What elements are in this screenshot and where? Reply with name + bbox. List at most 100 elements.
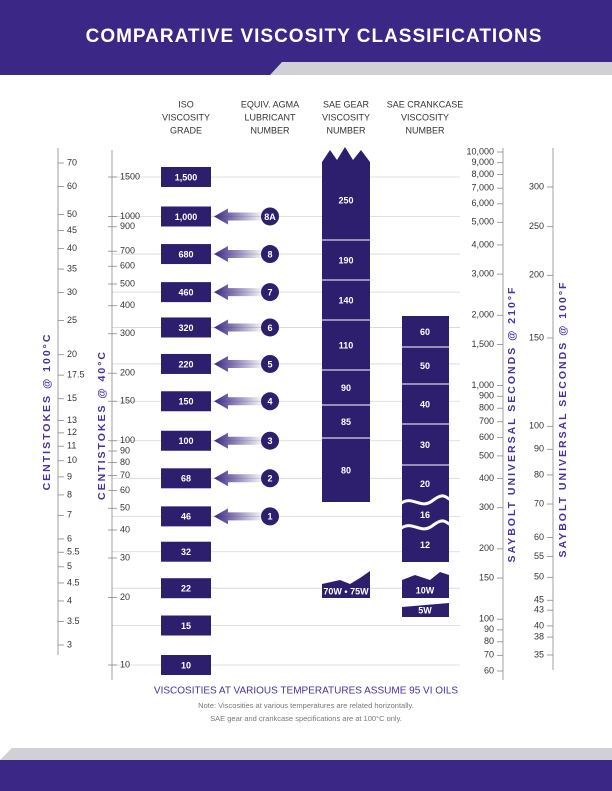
tick-label: 900 xyxy=(120,221,135,231)
crankcase-winter xyxy=(402,603,449,617)
tick-label: 8 xyxy=(67,489,72,499)
gear-label: 85 xyxy=(341,417,351,427)
tick-label: 35 xyxy=(67,263,77,273)
wave-gap xyxy=(399,494,452,506)
tick-label: 300 xyxy=(479,502,494,512)
iso-label: 220 xyxy=(178,359,193,369)
tick-label: 3,000 xyxy=(471,269,494,279)
tick-label: 700 xyxy=(479,416,494,426)
tick-label: 11 xyxy=(67,441,76,451)
tick-label: 70 xyxy=(67,157,77,167)
tick-label: 9,000 xyxy=(471,157,494,167)
tick-label: 30 xyxy=(120,552,130,562)
tick-label: 38 xyxy=(534,631,544,641)
tick-label: 1,500 xyxy=(471,339,494,349)
tick-label: 200 xyxy=(479,543,494,553)
agma-label: 7 xyxy=(267,287,272,297)
tick-label: 3 xyxy=(67,639,72,649)
iso-label: 150 xyxy=(178,397,193,407)
iso-label: 1,000 xyxy=(175,212,198,222)
iso-box xyxy=(161,391,211,412)
tick-label: 40 xyxy=(67,243,77,253)
footer-note: SAE gear and crankcase specifications ar… xyxy=(210,714,402,723)
tick-label: 150 xyxy=(120,396,135,406)
column-header: EQUIV. AGMA xyxy=(241,99,299,109)
iso-label: 460 xyxy=(178,287,193,297)
axis-title: SAYBOLT UNIVERSAL SECONDS @ 100°F xyxy=(557,281,569,558)
tick-label: 43 xyxy=(534,605,544,615)
iso-box xyxy=(161,206,211,227)
tick-label: 17.5 xyxy=(67,370,85,380)
agma-arrow xyxy=(214,393,262,410)
column-header: VISCOSITY xyxy=(401,112,449,122)
tick-label: 80 xyxy=(120,457,130,467)
agma-badge xyxy=(261,507,279,526)
tick-label: 13 xyxy=(67,415,77,425)
tick-label: 60 xyxy=(67,181,77,191)
agma-arrow xyxy=(214,246,262,263)
tick-label: 7,000 xyxy=(471,183,494,193)
tick-label: 40 xyxy=(534,620,544,630)
tick-label: 70 xyxy=(484,650,494,660)
iso-box xyxy=(161,541,211,562)
tick-label: 10,000 xyxy=(466,146,494,156)
tick-label: 60 xyxy=(120,485,130,495)
tick-label: 55 xyxy=(534,551,544,561)
crankcase-label: 12 xyxy=(420,540,430,550)
tick-label: 90 xyxy=(120,445,130,455)
crankcase-winter xyxy=(402,572,449,598)
tick-label: 600 xyxy=(479,432,494,442)
column-header: NUMBER xyxy=(326,125,366,135)
tick-label: 100 xyxy=(529,421,544,431)
iso-box xyxy=(161,244,211,265)
iso-label: 32 xyxy=(181,547,191,557)
tick-label: 3.5 xyxy=(67,616,80,626)
iso-box xyxy=(161,317,211,338)
tick-label: 70 xyxy=(534,498,544,508)
tick-label: 500 xyxy=(120,278,135,288)
footer-stripe xyxy=(0,748,612,760)
tick-label: 10 xyxy=(67,455,77,465)
iso-label: 15 xyxy=(181,621,191,631)
tick-label: 1,000 xyxy=(471,380,494,390)
agma-label: 2 xyxy=(267,474,272,484)
tick-label: 20 xyxy=(67,349,77,359)
agma-badge xyxy=(261,318,279,337)
tick-label: 45 xyxy=(67,225,77,235)
agma-arrow xyxy=(214,508,262,525)
iso-box xyxy=(161,578,211,599)
tick-label: 60 xyxy=(484,665,494,675)
axis-title: CENTISTOKES @ 40°C xyxy=(96,350,108,500)
crankcase-winter-label: 10W xyxy=(416,585,435,595)
tick-label: 6 xyxy=(67,533,72,543)
tick-label: 700 xyxy=(120,246,135,256)
tick-label: 70 xyxy=(120,470,130,480)
iso-label: 680 xyxy=(178,249,193,259)
tick-label: 45 xyxy=(534,595,544,605)
tick-label: 5 xyxy=(67,561,72,571)
agma-label: 4 xyxy=(267,397,272,407)
gear-label: 140 xyxy=(338,295,353,305)
agma-label: 1 xyxy=(267,512,272,522)
agma-badge xyxy=(261,207,279,226)
tick-label: 12 xyxy=(67,427,77,437)
tick-label: 5.5 xyxy=(67,547,80,557)
gear-winter xyxy=(322,571,370,598)
column-header: GRADE xyxy=(170,125,202,135)
header-stripe xyxy=(270,62,612,75)
footer-heading: VISCOSITIES AT VARIOUS TEMPERATURES ASSU… xyxy=(154,686,458,697)
tick-label: 2,000 xyxy=(471,310,494,320)
tick-label: 60 xyxy=(534,532,544,542)
agma-label: 8 xyxy=(267,249,272,259)
crankcase-label: 60 xyxy=(420,327,430,337)
gear-column xyxy=(322,147,370,502)
agma-badge xyxy=(261,354,279,373)
axis-title: CENTISTOKES @ 100°C xyxy=(41,333,53,491)
tick-label: 80 xyxy=(484,636,494,646)
agma-arrow xyxy=(214,284,262,301)
iso-box xyxy=(161,282,211,303)
tick-label: 90 xyxy=(534,444,544,454)
tick-label: 35 xyxy=(534,649,544,659)
crankcase-winter-label: 5W xyxy=(418,605,432,615)
